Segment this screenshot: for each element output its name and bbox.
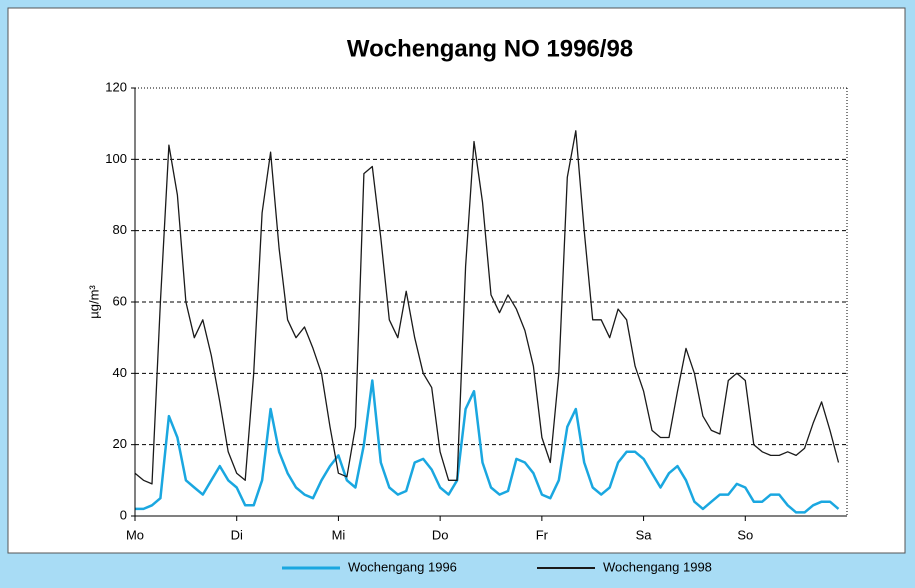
chart-panel bbox=[7, 7, 906, 554]
x-tick-label: Di bbox=[231, 527, 243, 542]
y-tick-label: 100 bbox=[105, 151, 127, 166]
line-series bbox=[135, 379, 840, 514]
y-tick-label: 60 bbox=[113, 293, 127, 308]
x-tick-label: So bbox=[737, 527, 753, 542]
x-tick-label: Do bbox=[432, 527, 449, 542]
x-tick-label: Fr bbox=[536, 527, 549, 542]
line-series bbox=[134, 130, 840, 485]
y-tick-label: 80 bbox=[113, 222, 127, 237]
y-axis-label: µg/m³ bbox=[86, 285, 101, 319]
x-tick-label: Sa bbox=[636, 527, 653, 542]
legend-label: Wochengang 1996 bbox=[348, 559, 457, 574]
legend-label: Wochengang 1998 bbox=[603, 559, 712, 574]
x-tick-label: Mi bbox=[332, 527, 346, 542]
y-tick-label: 0 bbox=[120, 507, 127, 522]
chart-title: Wochengang NO 1996/98 bbox=[347, 35, 633, 62]
x-tick-label: Mo bbox=[126, 527, 144, 542]
y-tick-label: 120 bbox=[105, 79, 127, 94]
y-tick-label: 20 bbox=[113, 436, 127, 451]
y-tick-label: 40 bbox=[113, 365, 127, 380]
